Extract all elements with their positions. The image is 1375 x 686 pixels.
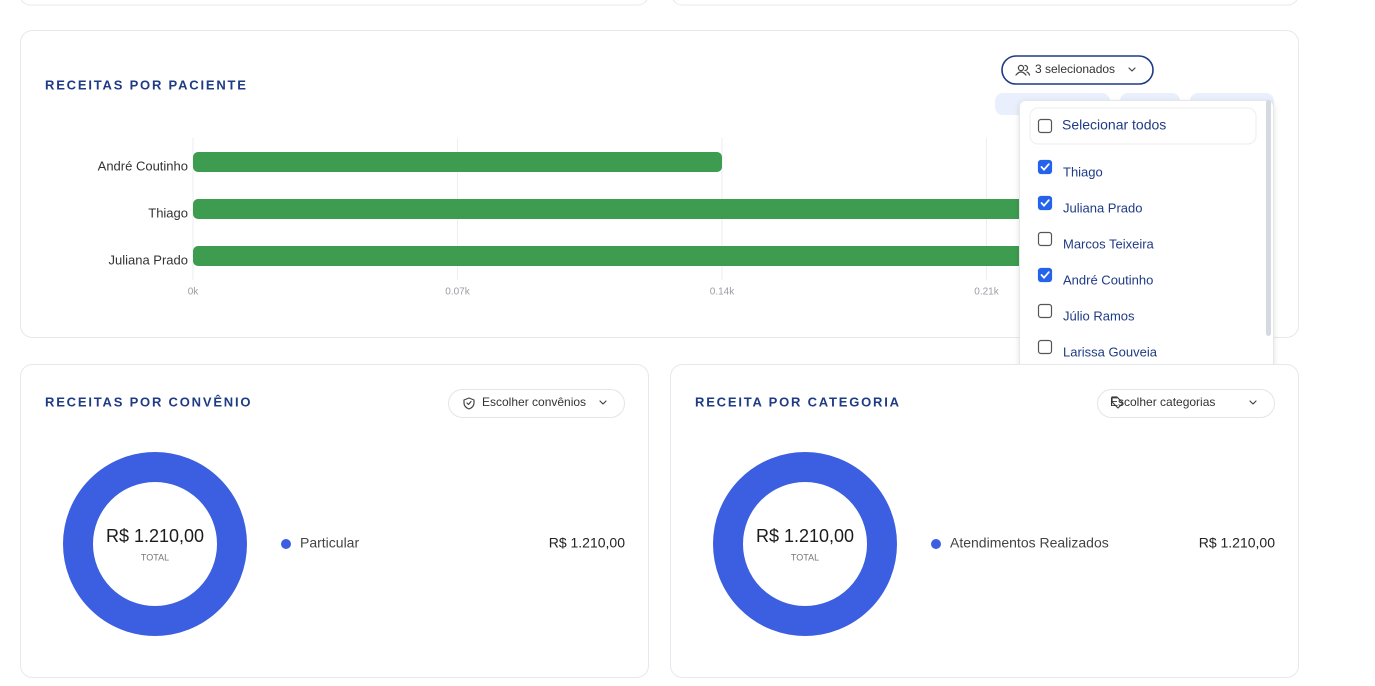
card	[670, 364, 1299, 678]
option-label: Marcos Teixeira	[1063, 236, 1155, 251]
chart-title: RECEITAS POR CONVÊNIO	[45, 394, 252, 409]
select-all-label: Selecionar todos	[1062, 117, 1166, 133]
filter-label: Escolher convênios	[482, 395, 586, 409]
donut-slice	[63, 452, 247, 636]
checkbox[interactable]	[1037, 303, 1053, 319]
check-mark	[1040, 271, 1050, 280]
option-label: Juliana Prado	[1063, 200, 1143, 215]
select-all-row[interactable]	[1029, 107, 1257, 145]
legend-dot	[931, 539, 941, 549]
chart-title: RECEITA POR CATEGORIA	[695, 394, 901, 409]
pie-charts: RECEITAS POR CONVÊNIO Escolher convênios P…	[45, 394, 1275, 636]
card	[672, 0, 1298, 6]
check-mark	[1040, 163, 1050, 172]
legend-dot	[281, 539, 291, 549]
dropdown-options: Selecionar todos Thiago Juliana Prado Marco…	[1037, 117, 1166, 359]
bar	[193, 199, 1251, 219]
y-tick-label: Juliana Prado	[109, 252, 189, 267]
filter-button[interactable]	[1097, 389, 1275, 418]
checkbox[interactable]	[1037, 159, 1053, 175]
filter-label: 3 selecionados	[1035, 62, 1115, 76]
checkbox[interactable]	[1037, 195, 1053, 211]
checkbox[interactable]	[1037, 231, 1053, 247]
donut-total: R$ 1.210,00	[106, 526, 204, 546]
filter-button[interactable]	[448, 389, 625, 418]
chevron	[1249, 400, 1257, 405]
y-tick-label: André Coutinho	[98, 158, 188, 173]
checkbox[interactable]	[1037, 339, 1053, 355]
donut-total: R$ 1.210,00	[756, 526, 854, 546]
option-label: Larissa Gouveia	[1063, 344, 1158, 359]
x-tick-label: 0.21k	[974, 287, 999, 298]
x-tick-label: 0k	[188, 287, 200, 298]
y-tick-label: Thiago	[148, 205, 188, 220]
x-tick-label: 0.14k	[710, 287, 735, 298]
option-label: André Coutinho	[1063, 272, 1153, 287]
card	[20, 364, 649, 678]
donut-slice	[713, 452, 897, 636]
bar-chart: RECEITAS POR PACIENTE 0k 0.07k 0.14k 0.21k An…	[45, 77, 1251, 298]
chevron	[599, 400, 607, 405]
checkbox[interactable]	[1037, 267, 1053, 283]
x-tick-label: 0.07k	[445, 287, 470, 298]
option-label: Thiago	[1063, 164, 1103, 179]
filter-button[interactable]	[1001, 55, 1154, 85]
scrollbar[interactable]	[1266, 100, 1271, 336]
bar	[193, 246, 1251, 266]
checkbox[interactable]	[1037, 118, 1053, 134]
chart-title: RECEITAS POR PACIENTE	[45, 77, 248, 92]
filter-label: Escolher categorias	[1110, 395, 1215, 409]
bar	[193, 152, 722, 172]
chevron	[1128, 67, 1136, 72]
donut-caption: TOTAL	[791, 552, 819, 562]
tag-icon	[1111, 396, 1124, 409]
check-mark	[1040, 199, 1050, 208]
shield-icon	[463, 397, 475, 410]
legend-value: R$ 1.210,00	[549, 535, 625, 551]
legend-label: Atendimentos Realizados	[950, 535, 1109, 551]
legend-label: Particular	[300, 535, 359, 551]
users-icon	[1015, 64, 1031, 76]
donut-caption: TOTAL	[141, 552, 169, 562]
card	[20, 0, 648, 6]
option-label: Júlio Ramos	[1063, 308, 1135, 323]
legend-value: R$ 1.210,00	[1199, 535, 1275, 551]
